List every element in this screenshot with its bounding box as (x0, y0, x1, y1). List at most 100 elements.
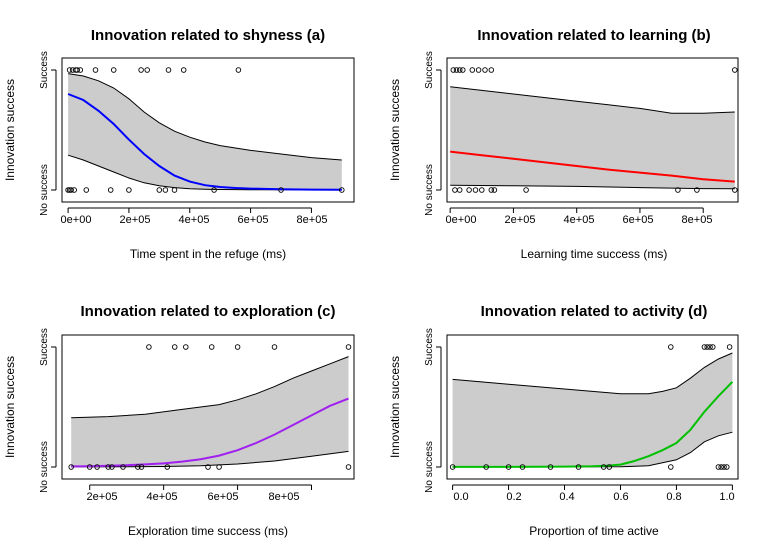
panel-c-failure-point-4 (109, 464, 115, 470)
panel-a-success-point-0 (66, 67, 73, 73)
panel-d-title: Innovation related to activity (d) (481, 303, 708, 320)
panel-b-failure-point-5 (488, 187, 495, 193)
panel-d-xtick-2: 0.4 (559, 491, 574, 503)
panel-c-failure-point-8 (164, 464, 171, 470)
panel-a-failure-point-8 (162, 187, 169, 193)
panel-d-ylabel: Innovation success (388, 356, 402, 458)
panel-d-failure-point-11 (721, 464, 727, 470)
panel-b-failure-point-9 (694, 187, 700, 193)
panel-b-success-point-1 (453, 67, 460, 73)
panel-d-xtick-1: 0.2 (506, 491, 521, 503)
panel-b-failure-point-6 (491, 187, 498, 193)
panel-b-xtick-0: 0e+00 (446, 214, 477, 226)
panel-a-xtick-4: 8e+05 (297, 214, 328, 226)
panel-a-ytick-no-success: No success (39, 164, 50, 216)
panel-a-success-point-4 (77, 67, 84, 73)
panel-c-failure-point-3 (105, 464, 111, 470)
panel-b-fitted-line (450, 150, 735, 183)
panel-d-xlabel: Proportion of time active (529, 524, 659, 538)
panel-a-ylabel: Innovation success (3, 79, 17, 181)
panel-d: Innovation related to activity (d) Propo… (388, 303, 739, 538)
panel-c-success-point-0 (146, 344, 152, 350)
panel-d-success-point-4 (710, 344, 716, 350)
panel-a-failure-point-12 (339, 187, 345, 193)
panel-b-xtick-1: 2e+05 (505, 214, 536, 226)
panel-b-title: Innovation related to learning (b) (477, 27, 710, 44)
panel-b-plot-frame (446, 57, 739, 203)
panel-a-plot-frame (61, 57, 355, 203)
panel-a-failure-point-6 (126, 187, 132, 193)
panel-c-plot-frame (61, 334, 355, 480)
panel-a-failure-point-4 (83, 187, 90, 193)
panel-d-success-point-5 (726, 344, 733, 350)
panel-d-failure-point-3 (519, 464, 526, 470)
panel-d-upper-bound (452, 352, 733, 395)
panel-b-success-point-4 (469, 67, 476, 73)
panel-a-failure-point-3 (71, 187, 77, 193)
panel-a-success-point-6 (110, 67, 117, 73)
panel-a-success-point-3 (74, 67, 80, 73)
panel-c-success-point-4 (234, 344, 241, 350)
panel-b-xtick-4: 8e+05 (682, 214, 713, 226)
panel-d-failure-point-6 (600, 464, 607, 470)
panel-d-failure-point-10 (718, 464, 724, 470)
panel-b-lower-bound (450, 184, 735, 190)
panel-d-failure-point-12 (724, 464, 730, 470)
panel-d-failure-point-4 (547, 464, 554, 470)
panel-c-confidence-band (71, 356, 349, 467)
panel-d-confidence-band (452, 353, 733, 467)
panel-a-xtick-0: 0e+00 (61, 214, 92, 226)
panel-d-failure-point-7 (606, 464, 613, 470)
panel-c-failure-point-6 (135, 464, 141, 470)
panel-c-failure-point-9 (205, 464, 211, 470)
panel-c-xtick-0: 2e+05 (87, 491, 118, 503)
panel-d-success-point-2 (704, 344, 710, 350)
panel-d-success-point-3 (707, 344, 713, 350)
panel-b-ytick-success: Success (424, 51, 435, 89)
panel-a-success-point-7 (138, 67, 144, 73)
panel-a-xtick-1: 2e+05 (120, 214, 151, 226)
panel-a-success-point-11 (235, 67, 242, 73)
panel-b-xtick-2: 4e+05 (564, 214, 595, 226)
panel-c-xtick-3: 8e+05 (269, 491, 300, 503)
panel-c-fitted-line (71, 397, 349, 468)
panel-d-xtick-0: 0.0 (453, 491, 468, 503)
panel-d-xtick-4: 0.8 (666, 491, 681, 503)
panel-a-failure-point-5 (107, 187, 114, 193)
panel-b-success-point-3 (460, 67, 466, 73)
panel-c-success-point-5 (271, 344, 278, 350)
panel-d-lower-bound (452, 431, 733, 468)
panel-b-failure-point-10 (732, 187, 738, 193)
panel-c-failure-point-10 (216, 464, 222, 470)
panel-a-success-point-10 (180, 67, 187, 73)
panel-c-ylabel: Innovation success (3, 356, 17, 458)
panel-c: Innovation related to exploration (c) Ex… (3, 303, 355, 538)
panel-c-success-point-2 (183, 344, 189, 350)
panel-a: Innovation related to shyness (a) Time s… (3, 27, 355, 261)
panel-b-success-point-2 (456, 67, 463, 73)
panel-a-failure-point-7 (156, 187, 163, 193)
panel-b-success-point-5 (475, 67, 482, 73)
panel-d-failure-point-5 (575, 464, 582, 470)
panel-b-success-point-8 (732, 67, 738, 73)
panel-a-ytick-success: Success (39, 51, 50, 89)
panel-d-failure-point-1 (483, 464, 489, 470)
panel-a-xtick-3: 6e+05 (238, 214, 269, 226)
panel-b-failure-point-7 (523, 187, 529, 193)
panel-a-xlabel: Time spent in the refuge (ms) (130, 247, 286, 261)
panel-d-xtick-3: 0.6 (613, 491, 628, 503)
panel-c-failure-point-1 (86, 464, 93, 470)
panel-b-failure-point-8 (675, 187, 681, 193)
panel-c-title: Innovation related to exploration (c) (80, 303, 335, 320)
panel-d-success-point-0 (668, 344, 674, 350)
panel-a-success-point-5 (92, 67, 99, 73)
panel-c-xtick-1: 4e+05 (147, 491, 178, 503)
panel-b-ytick-no-success: No success (424, 164, 435, 216)
panel-a-upper-bound (68, 73, 342, 161)
panel-c-failure-point-0 (68, 464, 74, 470)
panel-b-failure-point-3 (472, 187, 479, 193)
panel-a-fitted-line (67, 93, 342, 191)
panel-a-failure-point-10 (211, 187, 217, 193)
panel-a-title: Innovation related to shyness (a) (91, 27, 325, 44)
panel-c-upper-bound (71, 356, 349, 419)
